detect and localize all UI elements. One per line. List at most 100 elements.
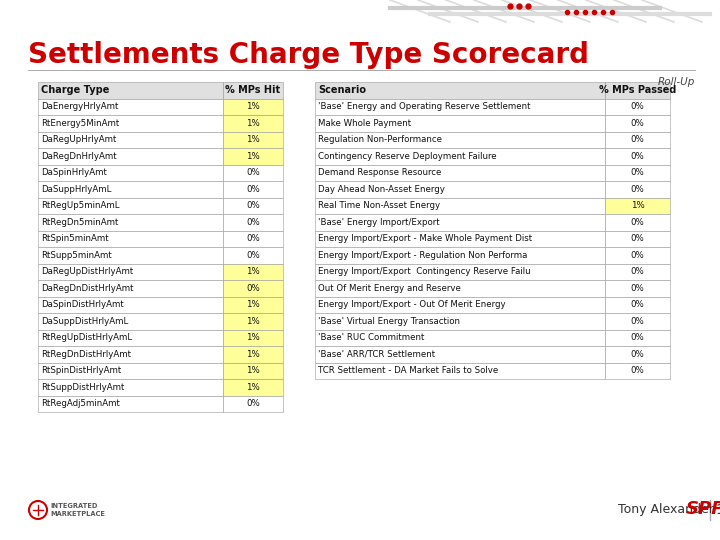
Text: Energy Import/Export - Regulation Non Performa: Energy Import/Export - Regulation Non Pe…: [318, 251, 527, 260]
Bar: [605, 362, 670, 379]
Text: Day Ahead Non-Asset Energy: Day Ahead Non-Asset Energy: [318, 185, 445, 194]
Bar: [605, 264, 670, 280]
Bar: [315, 247, 605, 264]
Text: 0%: 0%: [631, 218, 644, 227]
Text: 0%: 0%: [246, 399, 260, 408]
Text: MARKETPLACE: MARKETPLACE: [50, 511, 105, 517]
Bar: [315, 181, 605, 198]
Text: 1%: 1%: [246, 383, 260, 391]
Text: Real Time Non-Asset Energy: Real Time Non-Asset Energy: [318, 201, 440, 210]
Bar: [223, 313, 283, 329]
Bar: [223, 231, 283, 247]
Bar: [605, 231, 670, 247]
Text: 16: 16: [715, 503, 720, 517]
Text: 'Base' ARR/TCR Settlement: 'Base' ARR/TCR Settlement: [318, 350, 435, 359]
Bar: [38, 395, 223, 412]
Bar: [605, 346, 670, 362]
Text: 0%: 0%: [631, 102, 644, 111]
Text: 0%: 0%: [631, 234, 644, 243]
Text: RtSpinDistHrlyAmt: RtSpinDistHrlyAmt: [41, 366, 121, 375]
Text: 1%: 1%: [246, 119, 260, 128]
Text: 0%: 0%: [246, 168, 260, 177]
Text: Out Of Merit Energy and Reserve: Out Of Merit Energy and Reserve: [318, 284, 461, 293]
Text: % MPs Hit: % MPs Hit: [225, 85, 281, 95]
Text: 0%: 0%: [246, 234, 260, 243]
Bar: [38, 280, 223, 296]
Bar: [38, 231, 223, 247]
Bar: [315, 362, 605, 379]
Text: INTEGRATED: INTEGRATED: [50, 503, 97, 509]
Text: 0%: 0%: [246, 185, 260, 194]
Bar: [38, 132, 223, 148]
Bar: [38, 115, 223, 132]
Text: Charge Type: Charge Type: [41, 85, 109, 95]
Text: DaRegUpDistHrlyAmt: DaRegUpDistHrlyAmt: [41, 267, 133, 276]
Text: 'Base' Virtual Energy Transaction: 'Base' Virtual Energy Transaction: [318, 317, 460, 326]
Bar: [315, 214, 605, 231]
Text: Energy Import/Export - Out Of Merit Energy: Energy Import/Export - Out Of Merit Ener…: [318, 300, 505, 309]
Text: 0%: 0%: [631, 251, 644, 260]
Bar: [38, 181, 223, 198]
Bar: [223, 247, 283, 264]
Bar: [223, 264, 283, 280]
Text: DaSpinDistHrlyAmt: DaSpinDistHrlyAmt: [41, 300, 124, 309]
Bar: [605, 115, 670, 132]
Bar: [223, 165, 283, 181]
Text: DaEnergyHrlyAmt: DaEnergyHrlyAmt: [41, 102, 118, 111]
Text: 1%: 1%: [246, 152, 260, 161]
Text: RtSpin5minAmt: RtSpin5minAmt: [41, 234, 109, 243]
Text: 0%: 0%: [631, 300, 644, 309]
Text: RtEnergy5MinAmt: RtEnergy5MinAmt: [41, 119, 120, 128]
Bar: [315, 280, 605, 296]
Bar: [605, 329, 670, 346]
Text: % MPs Passed: % MPs Passed: [599, 85, 676, 95]
Bar: [223, 280, 283, 296]
Bar: [605, 98, 670, 115]
Bar: [38, 148, 223, 165]
Text: 0%: 0%: [246, 251, 260, 260]
Text: 'Base' Energy and Operating Reserve Settlement: 'Base' Energy and Operating Reserve Sett…: [318, 102, 531, 111]
Bar: [605, 148, 670, 165]
Bar: [223, 362, 283, 379]
Bar: [38, 379, 223, 395]
Bar: [605, 198, 670, 214]
Text: DaSuppDistHrlyAmL: DaSuppDistHrlyAmL: [41, 317, 128, 326]
Bar: [223, 198, 283, 214]
Text: Contingency Reserve Deployment Failure: Contingency Reserve Deployment Failure: [318, 152, 497, 161]
Text: 'Base' RUC Commitment: 'Base' RUC Commitment: [318, 333, 424, 342]
Bar: [38, 362, 223, 379]
Text: DaSpinHrlyAmt: DaSpinHrlyAmt: [41, 168, 107, 177]
Text: 1%: 1%: [631, 201, 644, 210]
Bar: [38, 296, 223, 313]
Bar: [223, 181, 283, 198]
Text: 0%: 0%: [246, 218, 260, 227]
Bar: [223, 82, 283, 98]
Text: 0%: 0%: [631, 185, 644, 194]
Bar: [605, 82, 670, 98]
Bar: [38, 165, 223, 181]
Bar: [223, 98, 283, 115]
Text: Scenario: Scenario: [318, 85, 366, 95]
Text: SPP: SPP: [686, 500, 720, 518]
Text: Energy Import/Export  Contingency Reserve Failu: Energy Import/Export Contingency Reserve…: [318, 267, 531, 276]
Bar: [315, 98, 605, 115]
Text: 0%: 0%: [631, 317, 644, 326]
Bar: [223, 395, 283, 412]
Text: 0%: 0%: [631, 152, 644, 161]
Bar: [223, 329, 283, 346]
Bar: [605, 214, 670, 231]
Text: 1%: 1%: [246, 350, 260, 359]
Text: 1%: 1%: [246, 300, 260, 309]
Bar: [38, 98, 223, 115]
Bar: [605, 181, 670, 198]
Text: DaSuppHrlyAmL: DaSuppHrlyAmL: [41, 185, 112, 194]
Bar: [223, 115, 283, 132]
Bar: [605, 247, 670, 264]
Bar: [315, 313, 605, 329]
Bar: [315, 115, 605, 132]
Text: 'Base' Energy Import/Export: 'Base' Energy Import/Export: [318, 218, 440, 227]
Text: Tony Alexander: Tony Alexander: [618, 503, 714, 516]
Bar: [38, 214, 223, 231]
Bar: [223, 379, 283, 395]
Bar: [605, 296, 670, 313]
